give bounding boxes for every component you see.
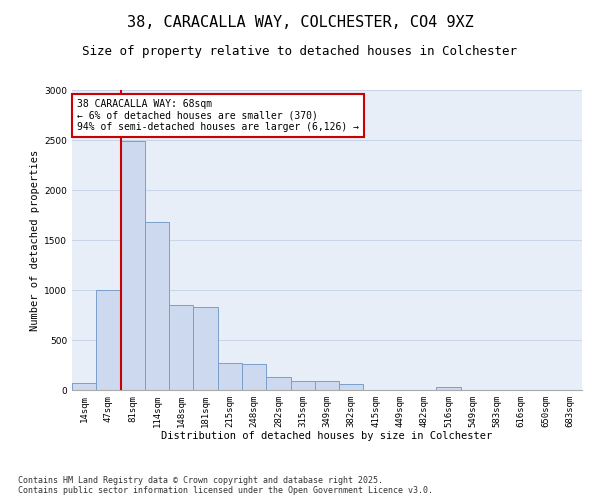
Bar bbox=[96, 290, 121, 390]
Bar bbox=[121, 141, 145, 390]
Bar bbox=[218, 363, 242, 390]
Text: 38 CARACALLA WAY: 68sqm
← 6% of detached houses are smaller (370)
94% of semi-de: 38 CARACALLA WAY: 68sqm ← 6% of detached… bbox=[77, 99, 359, 132]
X-axis label: Distribution of detached houses by size in Colchester: Distribution of detached houses by size … bbox=[161, 432, 493, 442]
Bar bbox=[290, 381, 315, 390]
Bar bbox=[169, 305, 193, 390]
Bar bbox=[72, 382, 96, 390]
Bar bbox=[242, 364, 266, 390]
Text: Size of property relative to detached houses in Colchester: Size of property relative to detached ho… bbox=[83, 45, 517, 58]
Bar bbox=[436, 387, 461, 390]
Bar bbox=[315, 381, 339, 390]
Y-axis label: Number of detached properties: Number of detached properties bbox=[30, 150, 40, 330]
Bar bbox=[266, 377, 290, 390]
Bar bbox=[193, 307, 218, 390]
Bar bbox=[145, 222, 169, 390]
Text: Contains HM Land Registry data © Crown copyright and database right 2025.
Contai: Contains HM Land Registry data © Crown c… bbox=[18, 476, 433, 495]
Bar bbox=[339, 384, 364, 390]
Text: 38, CARACALLA WAY, COLCHESTER, CO4 9XZ: 38, CARACALLA WAY, COLCHESTER, CO4 9XZ bbox=[127, 15, 473, 30]
